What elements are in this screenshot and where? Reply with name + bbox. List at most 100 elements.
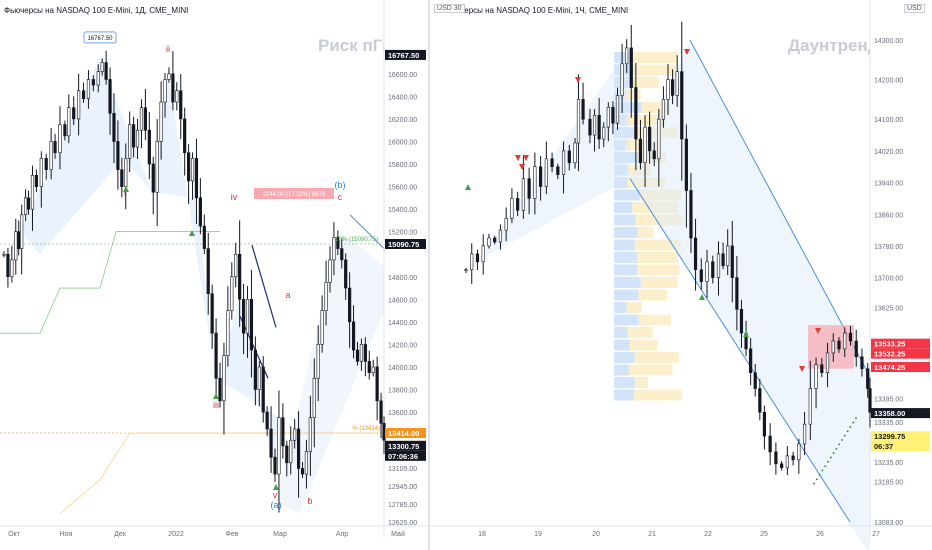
y-tick-label: 16000.00 (388, 139, 417, 146)
candle-body (281, 417, 285, 447)
candle-body (112, 112, 116, 142)
volume-bar-up (614, 214, 636, 226)
price-label: 13474.25 (874, 363, 905, 372)
candle-body (261, 366, 265, 413)
candle-body (464, 269, 468, 272)
candle-body (666, 79, 670, 100)
trailing-dot (821, 469, 824, 472)
buy-arrow (699, 294, 705, 300)
candle-body (171, 73, 175, 103)
candle-body (735, 277, 739, 310)
y-tick-label: 16600.00 (388, 72, 417, 79)
trailing-dot (824, 465, 827, 468)
price-label: 13358.00 (874, 409, 905, 418)
candle-body (657, 118, 661, 160)
price-label-box (385, 450, 426, 461)
x-tick-label: 18 (478, 531, 486, 538)
volume-bar-up (614, 189, 641, 201)
y-tick-label: 13185.00 (874, 480, 903, 487)
volume-bar-down (634, 377, 649, 388)
chart-panel-hourly[interactable]: Фьючерсы на NASDAQ 100 E-Mini, 1Ч, CME_M… (430, 0, 932, 550)
candle-body (2, 253, 6, 256)
candle-body (163, 79, 167, 103)
candle-body (693, 237, 698, 271)
volume-bar-up (614, 239, 635, 251)
trailing-dot (852, 421, 855, 424)
volume-bar-up (614, 289, 639, 301)
trailing-dot (855, 417, 857, 420)
candle-body (6, 253, 10, 278)
volume-bar-down (634, 239, 681, 251)
candle-body (629, 47, 633, 88)
y-tick-label: 13235.00 (874, 460, 903, 467)
chart-panel-daily[interactable]: Фьючерсы на NASDAQ 100 E-Mini, 1Д, CME_M… (0, 0, 428, 550)
volume-bar-up (614, 52, 632, 63)
candle-body (245, 299, 250, 334)
candle-body (371, 366, 375, 373)
candle-body (320, 310, 324, 345)
volume-bar-down (637, 264, 680, 276)
candle-body (312, 377, 316, 419)
candle-body (17, 231, 21, 249)
buy-arrow (189, 230, 195, 236)
currency-badge-left[interactable]: USD 30 (434, 4, 465, 13)
candle-body (269, 428, 273, 458)
chart-canvas-hourly[interactable]: 14300.00 14200.00 14100.00 14020.00 13940.00… (430, 0, 932, 550)
panel-divider[interactable] (428, 0, 430, 550)
candle-body (265, 411, 269, 430)
chart-canvas-daily[interactable]: 16600.00 16400.00 16200.00 16000.00 15800.00… (0, 0, 428, 550)
x-tick-label: 2022 (168, 531, 184, 538)
price-label-box (871, 338, 930, 349)
peak-label: 16767.50 (87, 36, 113, 42)
y-tick-label: 15800.00 (388, 162, 417, 169)
candle-body (726, 245, 730, 267)
candle-body (135, 129, 140, 148)
price-label-box (385, 440, 426, 451)
volume-bar-up (614, 339, 630, 351)
candle-body (516, 198, 520, 211)
candle-body (375, 366, 379, 402)
candle-body (100, 62, 104, 72)
candle-body (762, 411, 767, 437)
y-tick-label: 15400.00 (388, 207, 417, 214)
volume-bar-down (628, 364, 673, 376)
x-tick-label: Мар (273, 531, 287, 538)
chart-title-daily: Фьючерсы на NASDAQ 100 E-Mini, 1Д, CME_M… (4, 6, 189, 15)
volume-bar-up (614, 177, 628, 188)
sell-arrow (815, 328, 821, 334)
candle-body (24, 197, 28, 216)
candle-body (843, 332, 847, 350)
volume-bar-up (614, 352, 635, 363)
candle-body (661, 99, 666, 120)
volume-bar-up (614, 139, 626, 151)
candle-body (194, 158, 199, 199)
candle-body (30, 174, 35, 210)
volume-bar-up (614, 164, 628, 176)
candle-body (716, 253, 721, 278)
y-tick-label: 12945.00 (388, 484, 417, 491)
candle-body (544, 158, 548, 187)
currency-badge[interactable]: USD (904, 4, 925, 13)
volume-bar-down (627, 327, 654, 338)
volume-bar-down (634, 352, 680, 363)
y-tick-label: 14020.00 (874, 149, 903, 156)
y-tick-label: 13600.00 (388, 410, 417, 417)
candle-body (504, 217, 508, 231)
fib-label-upper: -10% (15090.75) (333, 237, 378, 243)
candle-body (382, 423, 386, 441)
x-tick-label: Дек (114, 531, 127, 538)
candle-body (620, 63, 624, 96)
candle-body (854, 340, 858, 358)
y-tick-label: 13940.00 (874, 181, 903, 188)
candle-body (868, 388, 872, 413)
volume-bar-down (640, 189, 682, 201)
volume-bar-down (624, 89, 641, 101)
candle-body (643, 126, 647, 164)
price-label: 13533.25 (874, 340, 905, 349)
candle-body (300, 468, 305, 475)
candle-body (808, 388, 812, 425)
candle-body (848, 332, 853, 342)
volume-bar-up (614, 327, 628, 338)
candle-body (222, 355, 226, 402)
candle-body (588, 118, 592, 136)
